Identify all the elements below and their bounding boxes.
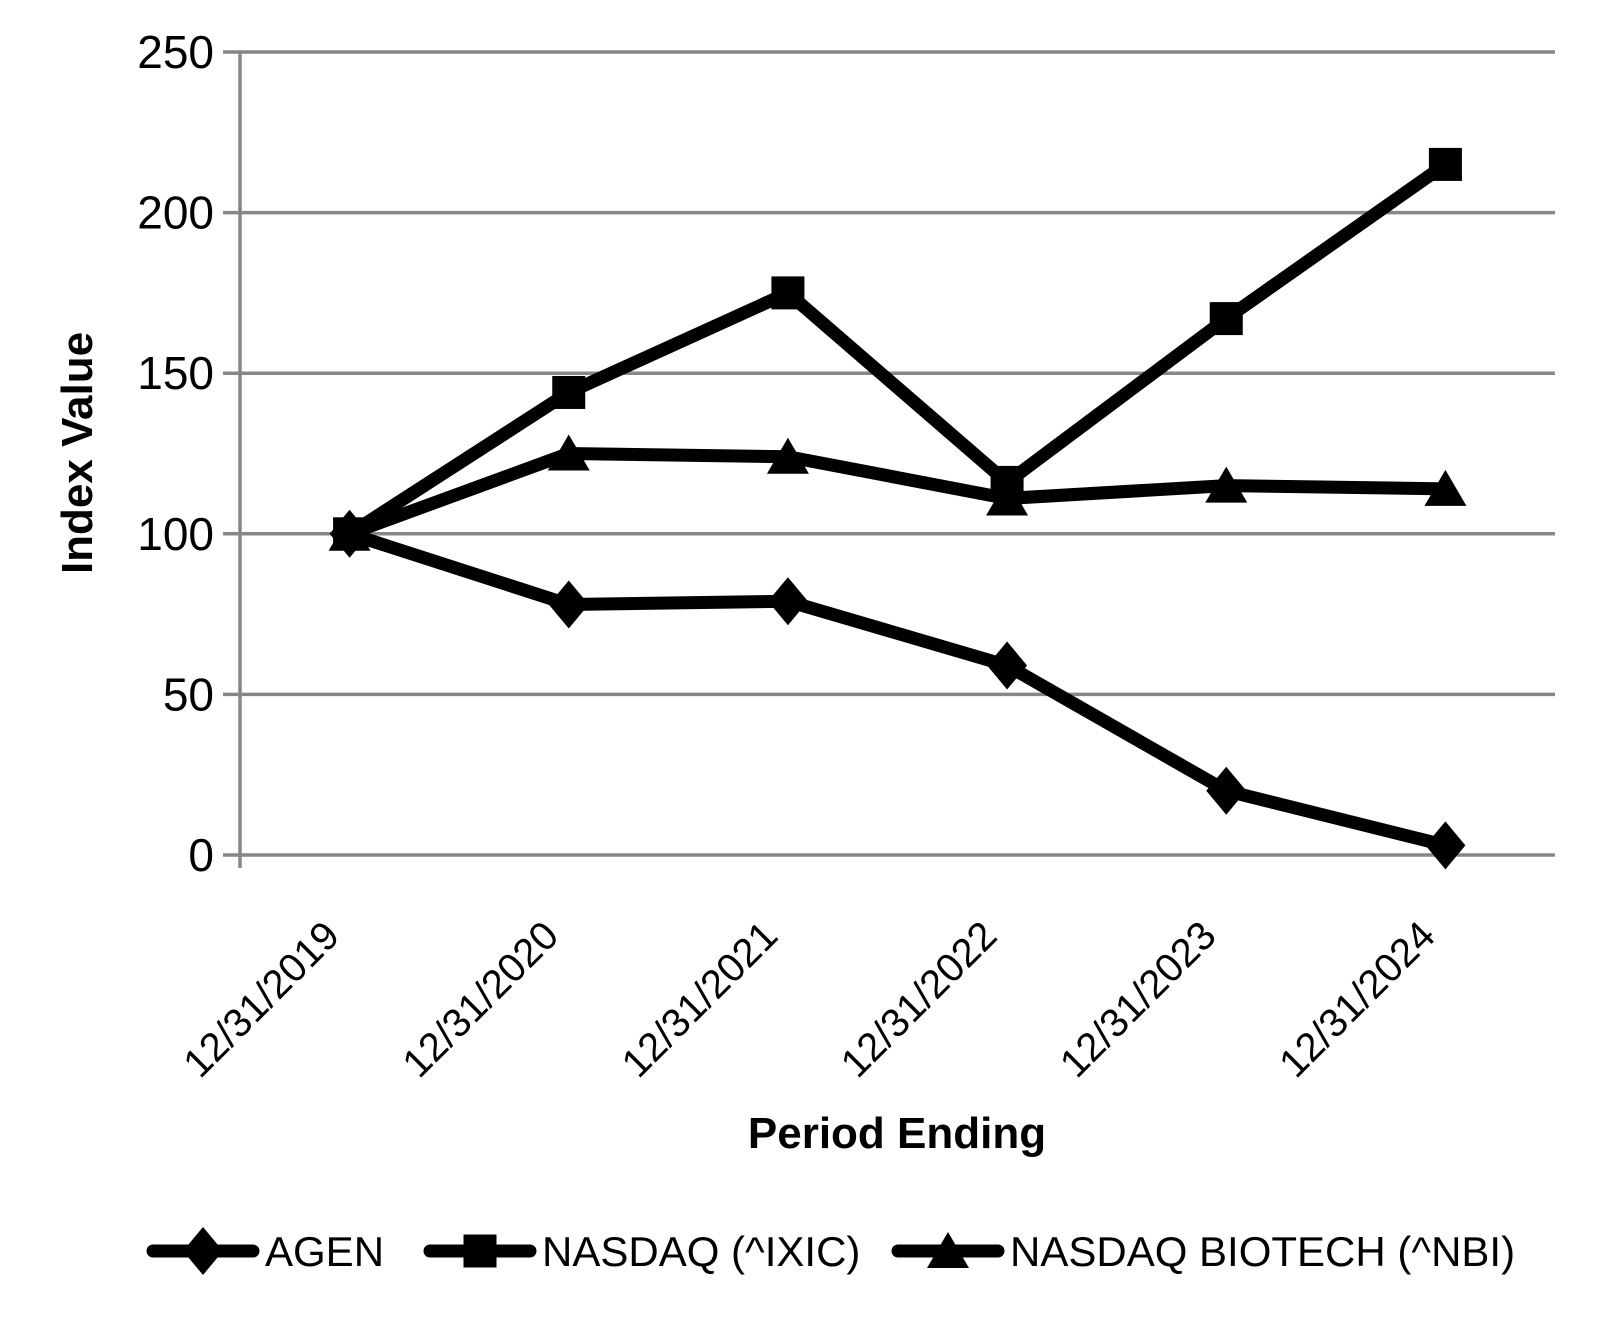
data-point-marker-diamond — [767, 577, 808, 626]
x-tick-label: 12/31/2022 — [833, 913, 1006, 1086]
x-tick-label: 12/31/2023 — [1052, 913, 1225, 1086]
y-tick-label: 100 — [137, 508, 214, 560]
legend-item-1: AGEN — [146, 1227, 384, 1275]
legend-item-2: NASDAQ (^IXIC) — [423, 1228, 860, 1275]
data-point-marker-diamond — [987, 641, 1028, 690]
series-plot — [328, 147, 1467, 870]
legend: AGEN NASDAQ (^IXIC) NASDAQ BIOTECH (^NBI) — [146, 1227, 1515, 1275]
data-point-marker-triangle — [986, 479, 1029, 516]
data-point-marker-triangle — [927, 1232, 969, 1268]
legend-label: NASDAQ BIOTECH (^NBI) — [1010, 1228, 1515, 1275]
data-point-marker-triangle — [766, 437, 809, 474]
y-tick-label: 50 — [163, 668, 214, 720]
x-tick-label: 12/31/2021 — [614, 913, 787, 1086]
data-point-marker-square — [1209, 302, 1243, 336]
data-point-marker-triangle — [328, 514, 371, 551]
gridlines — [223, 50, 1555, 857]
legend-label: AGEN — [265, 1228, 384, 1275]
legend-item-3: NASDAQ BIOTECH (^NBI) — [891, 1228, 1515, 1275]
data-point-marker-triangle — [1205, 466, 1248, 503]
series-nasdaq-biotech-nbi — [328, 434, 1467, 551]
x-tick-labels: 12/31/2019 12/31/2020 12/31/2021 12/31/2022… — [175, 913, 1444, 1086]
series-line — [347, 527, 1447, 852]
data-point-marker-triangle — [547, 434, 590, 471]
data-point-marker-diamond — [183, 1227, 223, 1275]
y-tick-label: 250 — [137, 26, 214, 78]
y-tick-labels: 0 50 100 150 200 250 — [137, 26, 214, 881]
series-line — [346, 159, 1450, 540]
series-agen — [329, 509, 1466, 870]
x-tick-label: 12/31/2019 — [175, 913, 348, 1086]
data-point-marker-square — [552, 375, 586, 409]
data-point-marker-square — [1428, 147, 1462, 181]
legend-label: NASDAQ (^IXIC) — [542, 1228, 860, 1275]
y-axis-title: Index Value — [53, 332, 102, 574]
y-tick-label: 0 — [188, 829, 214, 881]
x-tick-label: 12/31/2020 — [394, 913, 567, 1086]
x-tick-label: 12/31/2024 — [1271, 913, 1444, 1086]
data-point-marker-diamond — [1425, 821, 1466, 870]
series-line — [347, 446, 1446, 540]
data-point-marker-diamond — [548, 580, 589, 629]
data-point-marker-square — [771, 276, 805, 310]
data-point-marker-square — [463, 1234, 497, 1268]
data-point-marker-diamond — [1206, 766, 1247, 815]
data-point-marker-triangle — [1424, 469, 1467, 506]
x-axis-title: Period Ending — [748, 1109, 1046, 1158]
y-tick-label: 150 — [137, 347, 214, 399]
y-tick-label: 200 — [137, 187, 214, 239]
